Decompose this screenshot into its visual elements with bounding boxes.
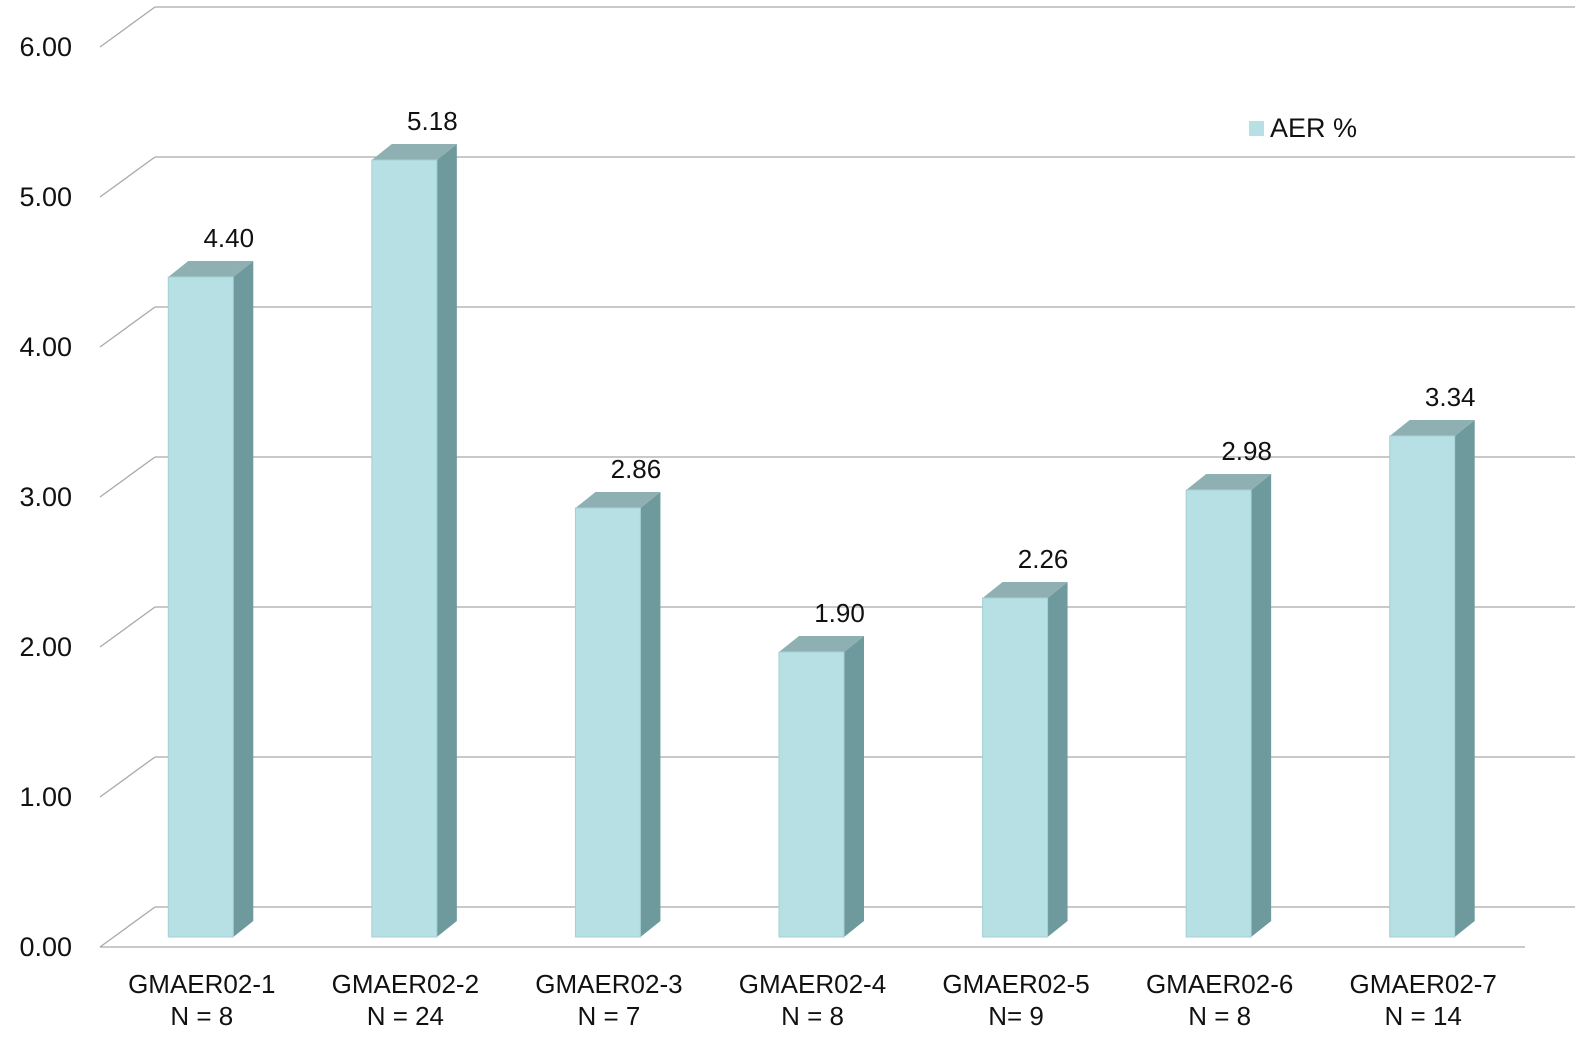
- gridline-wall-edge: [99, 6, 156, 48]
- data-label: 2.86: [611, 454, 662, 484]
- legend-swatch: [1249, 121, 1264, 136]
- bar-side: [640, 492, 661, 937]
- x-tick-label: GMAER02-6 N = 8: [1146, 969, 1293, 1031]
- data-label: 4.40: [203, 223, 254, 253]
- y-tick-label: 0.00: [19, 932, 72, 962]
- bar-layer: [167, 144, 1475, 938]
- data-label: 3.34: [1425, 382, 1476, 412]
- y-tick-label: 2.00: [19, 632, 72, 662]
- legend-label: AER %: [1270, 113, 1357, 143]
- bar-top: [168, 261, 254, 277]
- x-tick-label: GMAER02-3 N = 7: [535, 969, 682, 1031]
- bar: [371, 159, 438, 938]
- bar: [1389, 435, 1456, 938]
- y-tick-label: 4.00: [19, 332, 72, 362]
- bar-top: [779, 636, 864, 652]
- x-tick-label: GMAER02-2 N = 24: [332, 969, 479, 1031]
- data-label: 5.18: [407, 106, 458, 136]
- gridline-wall-edge: [99, 756, 156, 798]
- bar-top: [575, 492, 661, 508]
- bar-side: [1047, 582, 1068, 937]
- bar: [778, 651, 845, 938]
- bar-top: [1389, 420, 1475, 436]
- bar: [167, 276, 234, 938]
- label-layer: 4.40 GMAER02-1 N = 8 5.18 GMAER02-2 N = 24 2.8…: [128, 106, 1497, 1031]
- gridline-wall-edge: [99, 606, 156, 648]
- data-label: 2.98: [1221, 436, 1272, 466]
- data-label: 2.26: [1018, 544, 1069, 574]
- x-tick-label: GMAER02-1 N = 8: [128, 969, 275, 1031]
- gridline-wall-edge: [99, 156, 156, 198]
- gridline-wall-edge: [99, 306, 156, 348]
- y-tick-label: 6.00: [19, 32, 72, 62]
- bar: [1185, 489, 1252, 938]
- legend: AER %: [1249, 113, 1357, 143]
- bar: [982, 597, 1049, 938]
- y-tick-label: 1.00: [19, 782, 72, 812]
- bar: [574, 507, 641, 938]
- y-tick-label: 5.00: [19, 182, 72, 212]
- gridline-wall-edge: [99, 906, 156, 948]
- x-tick-label: GMAER02-4 N = 8: [739, 969, 886, 1031]
- bar-side: [436, 144, 457, 937]
- bar-side: [1454, 420, 1475, 937]
- x-tick-label: GMAER02-5 N= 9: [942, 969, 1089, 1031]
- y-tick-label: 3.00: [19, 482, 72, 512]
- bar-side: [844, 636, 864, 937]
- bar-side: [233, 261, 254, 937]
- bar-top: [1186, 474, 1272, 490]
- data-label: 1.90: [814, 598, 865, 628]
- axis-layer: 0.00 1.00 2.00 3.00 4.00 5.00 6.00: [19, 32, 1525, 962]
- bar-top: [371, 144, 457, 160]
- gridline-wall-edge: [99, 456, 156, 498]
- bar-side: [1251, 474, 1272, 937]
- x-tick-label: GMAER02-7 N = 14: [1350, 969, 1497, 1031]
- bar-top: [982, 582, 1068, 598]
